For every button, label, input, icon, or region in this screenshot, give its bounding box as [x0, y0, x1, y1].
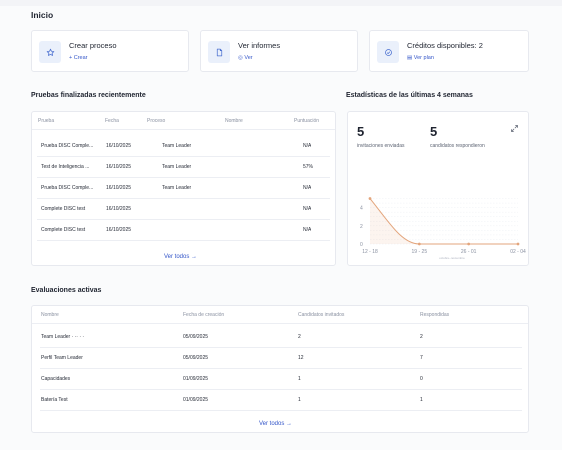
document-icon: [208, 41, 230, 63]
x-tick-label: 12 - 18: [362, 249, 378, 255]
test-name: Complete DISC test: [41, 206, 86, 212]
data-point: [368, 197, 372, 200]
table-row[interactable]: Prueba DISC Comple... 16/10/2025 Team Le…: [37, 136, 330, 157]
test-name: Test de Inteligencia ...: [41, 164, 90, 170]
y-tick-label: 2: [360, 224, 363, 230]
column-header: Puntuación: [294, 118, 320, 124]
test-process: Team Leader: [162, 164, 192, 170]
star-icon: [39, 41, 61, 63]
test-name: Prueba DISC Comple...: [41, 185, 94, 191]
eval-date: 05/09/2025: [183, 334, 209, 340]
eval-date: 05/09/2025: [183, 355, 209, 361]
eval-invited: 12: [298, 355, 304, 361]
invites-count: 5: [357, 124, 365, 139]
data-point: [516, 242, 520, 246]
eval-date: 01/09/2025: [183, 397, 209, 403]
series-area: [370, 198, 518, 244]
column-header: Fecha: [105, 118, 119, 124]
eval-invited: 1: [298, 397, 301, 403]
column-header: Candidatos invitados: [298, 312, 345, 318]
test-date: 16/10/2025: [106, 227, 132, 233]
eval-date: 01/09/2025: [183, 376, 209, 382]
credits-title: Créditos disponibles: 2: [407, 41, 483, 50]
test-process: Team Leader: [162, 143, 192, 149]
y-tick-label: 0: [360, 242, 363, 248]
x-tick-label: 19 - 25: [412, 249, 428, 255]
test-date: 16/10/2025: [106, 164, 132, 170]
responses-count: 5: [430, 124, 438, 139]
stats-title: Estadísticas de las últimas 4 semanas: [346, 92, 473, 99]
test-date: 16/10/2025: [106, 206, 132, 212]
test-score: N/A: [303, 185, 312, 191]
column-header: Nombre: [225, 118, 243, 124]
create-process-card[interactable]: Crear proceso + Crear: [31, 30, 189, 72]
eval-name: Team Leader · ·· · ·: [41, 334, 85, 340]
stats-card: 5 invitaciones enviadas 5 candidatos res…: [347, 111, 529, 266]
header-divider: [32, 129, 335, 130]
column-header: Fecha de creación: [183, 312, 225, 318]
see-all-tests-link[interactable]: Ver todos →: [164, 254, 198, 260]
eval-name: Batería Test: [41, 397, 68, 403]
eval-invited: 1: [298, 376, 301, 382]
column-header: Proceso: [147, 118, 166, 124]
eval-responded: 0: [420, 376, 423, 382]
active-evals-title: Evaluaciones activas: [31, 287, 102, 294]
table-row[interactable]: Prueba DISC Comple... 16/10/2025 Team Le…: [37, 178, 330, 199]
eval-invited: 2: [298, 334, 301, 340]
table-row[interactable]: Team Leader · ·· · · 05/09/2025 2 2: [40, 327, 522, 348]
eval-name: Capacidades: [41, 376, 71, 382]
column-header: Prueba: [38, 118, 55, 124]
expand-icon[interactable]: [510, 120, 519, 138]
create-link[interactable]: + Crear: [69, 55, 88, 61]
x-tick-label: 26 - 01: [461, 249, 477, 255]
view-reports-card[interactable]: Ver informes ◎ Ver: [200, 30, 358, 72]
test-score: N/A: [303, 206, 312, 212]
test-date: 16/10/2025: [106, 143, 132, 149]
table-row[interactable]: Perfil Team Leader 05/09/2025 12 7: [40, 348, 522, 369]
see-all-evals-link[interactable]: Ver todos →: [259, 421, 293, 427]
y-tick-label: 4: [360, 206, 363, 212]
test-date: 16/10/2025: [106, 185, 132, 191]
table-row[interactable]: Batería Test 01/09/2025 1 1: [40, 390, 522, 411]
eval-name: Perfil Team Leader: [41, 355, 83, 361]
table-row[interactable]: Capacidades 01/09/2025 1 0: [40, 369, 522, 390]
responses-label: candidatos respondieron: [430, 143, 485, 149]
header-divider: [32, 323, 528, 324]
table-row[interactable]: Test de Inteligencia ... 16/10/2025 Team…: [37, 157, 330, 178]
create-process-title: Crear proceso: [69, 41, 117, 50]
test-name: Complete DISC test: [41, 227, 86, 233]
table-row[interactable]: Complete DISC test 16/10/2025 N/A: [37, 199, 330, 220]
active-evals-table: Nombre Fecha de creación Candidatos invi…: [31, 305, 529, 433]
view-reports-title: Ver informes: [238, 41, 281, 50]
recent-tests-table: Prueba Fecha Proceso Nombre Puntuación P…: [31, 111, 336, 266]
eval-responded: 1: [420, 397, 423, 403]
x-tick-label: 02 - 04: [510, 249, 526, 255]
eval-responded: 7: [420, 355, 423, 361]
top-bar: [0, 0, 562, 6]
column-header: Respondidas: [420, 312, 450, 318]
credits-card[interactable]: Créditos disponibles: 2 ▤ Ver plan: [369, 30, 529, 72]
column-header: Nombre: [41, 312, 59, 318]
credit-check-icon: [377, 41, 399, 63]
table-row[interactable]: Complete DISC test 16/10/2025 N/A: [37, 220, 330, 241]
view-plan-link[interactable]: ▤ Ver plan: [407, 55, 434, 61]
data-point: [467, 242, 471, 246]
test-name: Prueba DISC Comple...: [41, 143, 94, 149]
test-score: 57%: [303, 164, 314, 170]
recent-tests-title: Pruebas finalizadas recientemente: [31, 92, 146, 99]
test-score: N/A: [303, 143, 312, 149]
weekly-activity-chart: 0 2 4 12 - 18 19 - 25 26 - 01 02 - 04 octubre–n…: [360, 197, 526, 260]
eval-responded: 2: [420, 334, 423, 340]
invites-label: invitaciones enviadas: [357, 143, 405, 149]
data-point: [417, 242, 421, 246]
test-score: N/A: [303, 227, 312, 233]
page-title: Inicio: [31, 10, 54, 20]
x-axis-note: octubre–noviembre: [439, 256, 465, 260]
view-link[interactable]: ◎ Ver: [238, 55, 253, 61]
test-process: Team Leader: [162, 185, 192, 191]
